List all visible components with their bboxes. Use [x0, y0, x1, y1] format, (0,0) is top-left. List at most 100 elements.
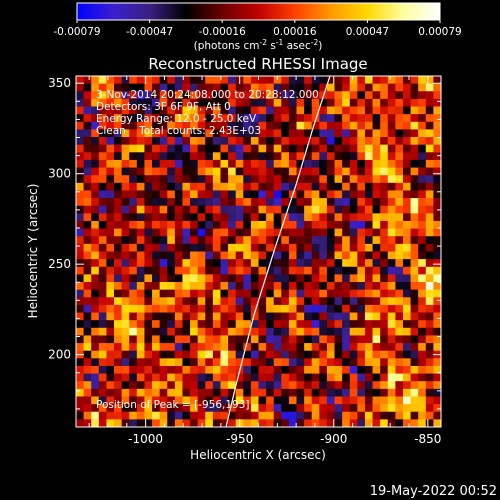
heatmap-cell [83, 343, 92, 352]
heatmap-cell [228, 137, 237, 146]
heatmap-cell [106, 213, 115, 222]
heatmap-cell [281, 182, 290, 192]
heatmap-cell [228, 274, 237, 283]
heatmap-cell [83, 144, 92, 153]
heatmap-cell [296, 243, 305, 253]
heatmap-cell [266, 159, 275, 169]
heatmap-cell [228, 289, 237, 298]
heatmap-cell [235, 91, 244, 100]
heatmap-cell [304, 381, 313, 390]
heatmap-cell [304, 419, 313, 427]
heatmap-cell [159, 335, 168, 344]
heatmap-cell [334, 282, 343, 291]
heatmap-cell [410, 365, 419, 375]
heatmap-cell [190, 388, 199, 398]
heatmap-cell [159, 358, 168, 367]
heatmap-cell [380, 404, 389, 413]
heatmap-cell [418, 320, 427, 329]
heatmap-cell [106, 312, 115, 321]
heatmap-cell [235, 167, 244, 176]
heatmap-cell [129, 365, 138, 375]
heatmap-cell [288, 282, 298, 291]
heatmap-cell [296, 152, 305, 161]
heatmap-cell [190, 266, 199, 275]
heatmap-cell [205, 76, 214, 85]
heatmap-cell [250, 167, 260, 176]
heatmap-cell [258, 388, 267, 398]
heatmap-cell [342, 83, 351, 92]
heatmap-cell [152, 404, 161, 413]
heatmap-cell [121, 91, 130, 100]
heatmap-cell [425, 205, 434, 214]
heatmap-cell [129, 259, 138, 268]
heatmap-cell [273, 358, 282, 367]
heatmap-cell [334, 182, 343, 192]
heatmap-cell [129, 98, 138, 108]
heatmap-cell [243, 396, 252, 405]
heatmap-cell [83, 213, 92, 222]
heatmap-cell [304, 198, 313, 207]
heatmap-cell [136, 198, 146, 207]
heatmap-cell [235, 335, 244, 344]
heatmap-cell [136, 76, 146, 85]
heatmap-cell [266, 411, 275, 420]
heatmap-cell [418, 137, 427, 146]
heatmap-cell [197, 243, 206, 253]
heatmap-cell [129, 220, 138, 230]
heatmap-cell [387, 159, 396, 169]
heatmap-cell [273, 266, 282, 275]
heatmap-cell [250, 365, 260, 375]
heatmap-cell [144, 213, 153, 222]
heatmap-cell [387, 312, 396, 321]
heatmap-cell [387, 297, 396, 306]
heatmap-cell [182, 282, 191, 291]
heatmap-cell [91, 144, 100, 153]
heatmap-cell [266, 373, 275, 382]
heatmap-cell [250, 282, 260, 291]
heatmap-cell [152, 282, 161, 291]
heatmap-cell [319, 137, 328, 146]
heatmap-cell [342, 129, 351, 138]
heatmap-cell [83, 137, 92, 146]
heatmap-cell [83, 259, 92, 268]
heatmap-cell [334, 251, 343, 260]
heatmap-cell [281, 91, 290, 100]
heatmap-cell [273, 159, 282, 169]
heatmap-cell [220, 365, 229, 375]
heatmap-cell [425, 373, 434, 382]
heatmap-cell [311, 190, 320, 199]
heatmap-cell [76, 137, 85, 146]
heatmap-cell [250, 297, 260, 306]
heatmap-cell [129, 297, 138, 306]
heatmap-cell [190, 373, 199, 382]
heatmap-cell [114, 350, 123, 359]
heatmap-cell [152, 129, 161, 138]
heatmap-cell [144, 404, 153, 413]
heatmap-cell [106, 236, 115, 245]
heatmap-cell [250, 76, 260, 85]
heatmap-cell [250, 98, 260, 108]
heatmap-cell [425, 259, 434, 268]
heatmap-cell [114, 274, 123, 283]
heatmap-cell [349, 251, 358, 260]
heatmap-cell [190, 282, 199, 291]
heatmap-cell [288, 121, 298, 131]
heatmap-cell [258, 297, 267, 306]
heatmap-cell [106, 167, 115, 176]
heatmap-cell [159, 175, 168, 184]
heatmap-cell [76, 91, 85, 100]
heatmap-cell [364, 419, 374, 427]
heatmap-cell [167, 236, 176, 245]
heatmap-cell [220, 327, 229, 337]
heatmap-cell [266, 182, 275, 192]
heatmap-cell [372, 320, 381, 329]
heatmap-cell [425, 91, 434, 100]
heatmap-cell [296, 373, 305, 382]
heatmap-cell [152, 144, 161, 153]
heatmap-cell [364, 98, 374, 108]
heatmap-cell [364, 388, 374, 398]
heatmap-cell [418, 175, 427, 184]
heatmap-cell [433, 304, 441, 314]
heatmap-cell [243, 350, 252, 359]
heatmap-cell [197, 266, 206, 275]
